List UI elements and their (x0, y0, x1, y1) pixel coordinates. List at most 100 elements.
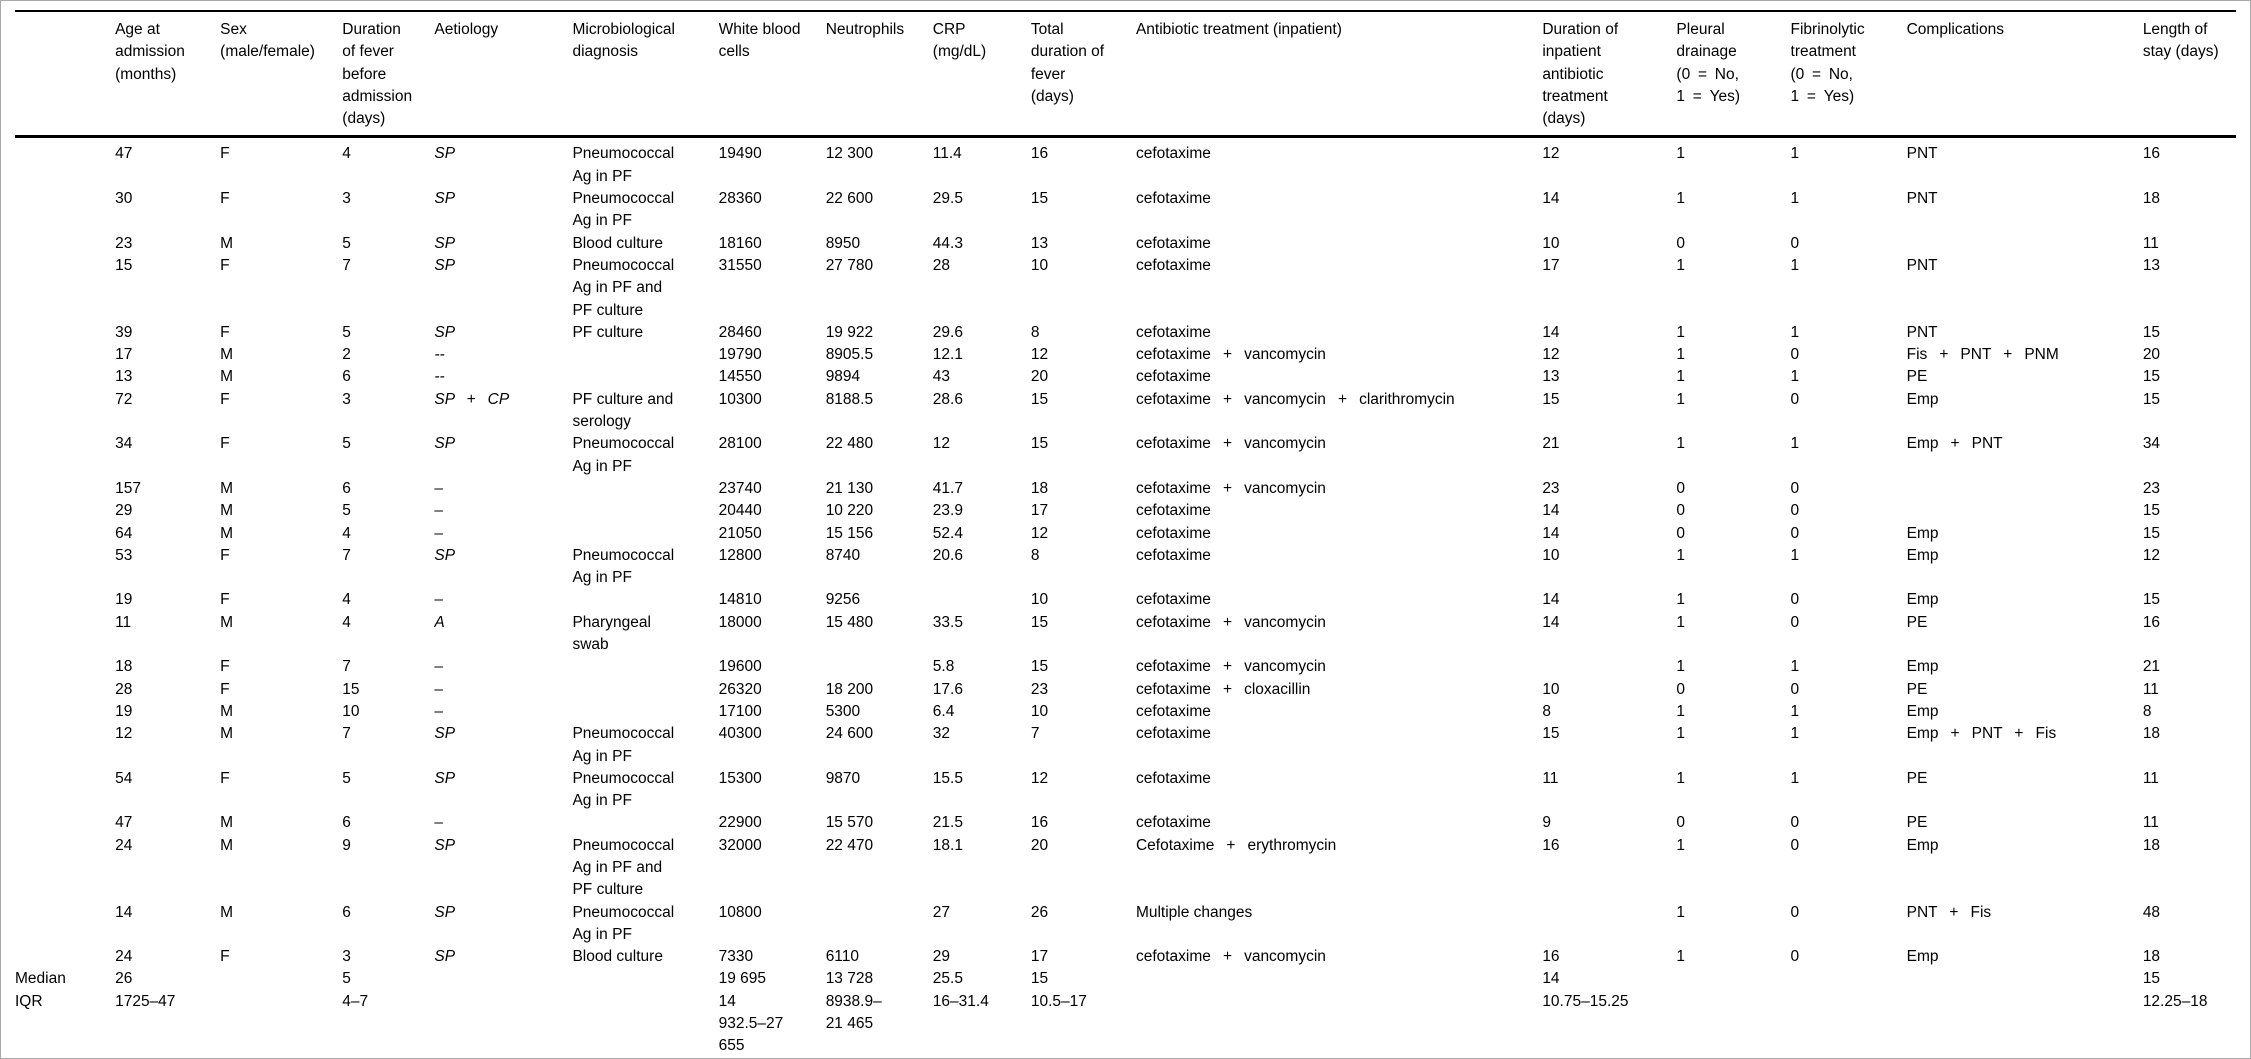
table-row: 28 F 15 – 26320 18 200 17.6 23 cefotaxime + clox… (15, 679, 2236, 701)
cell: 0 (1790, 613, 1800, 631)
cell: 4 (342, 613, 351, 631)
cell: 32 (932, 725, 951, 743)
cell (572, 366, 718, 388)
cell: 40300 (718, 725, 762, 743)
cell: 1 (1790, 368, 1800, 386)
cell (1907, 478, 2143, 500)
cell: 1 (1676, 546, 1686, 564)
cell (572, 968, 718, 990)
cell (1907, 500, 2143, 522)
cell: PNT (1906, 256, 1938, 274)
table-row: 34 F 5 SP Pneumococcal Ag in PF 28100 22 480 12… (15, 433, 2236, 478)
table-row: 29 M 5 – 20440 10 220 23.9 17 cefotaxime 14 0 0 15 (15, 500, 2236, 522)
cell: 16 (1030, 145, 1049, 163)
cell: PNT (1906, 145, 1938, 163)
row-label (15, 500, 115, 522)
row-label (15, 946, 115, 968)
cell: 0 (1790, 836, 1800, 854)
cell (220, 968, 342, 990)
cell: M (220, 702, 234, 720)
cell: 8 (1542, 702, 1551, 720)
cell: 6 (342, 903, 351, 921)
cell: 6 (342, 368, 351, 386)
cell: 15 (2142, 524, 2161, 542)
cell: M (220, 368, 234, 386)
cell (1542, 656, 1676, 678)
table-row: 14 M 6 SP Pneumococcal Ag in PF 10800 27 26 Mult… (15, 902, 2236, 947)
cell: 8188.5 (825, 390, 874, 408)
cell: 23 (2142, 479, 2161, 497)
cell: 3 (342, 390, 351, 408)
row-label (15, 137, 115, 188)
cell: 24 (115, 948, 133, 966)
cell: 15 (1030, 190, 1049, 208)
cell (572, 523, 718, 545)
cell: 15 (1030, 658, 1049, 676)
cell: 25.5 (932, 970, 963, 988)
cell: Emp (1906, 546, 1939, 564)
row-label (15, 701, 115, 723)
row-label: IQR (15, 992, 43, 1010)
cell: 18 (115, 658, 133, 676)
cell: 10 (1542, 546, 1560, 564)
cell: 14 (1542, 190, 1560, 208)
column-header: Microbiological diagnosis (572, 11, 719, 139)
cell: 34 (115, 435, 133, 453)
cell: 10 (1030, 256, 1049, 274)
cell: 15 (115, 256, 133, 274)
cell: – (434, 502, 443, 520)
table-row: 72 F 3 SP + CP PF culture and serology 10300 8… (15, 389, 2236, 434)
cell: SP (434, 948, 456, 966)
table-row: 39 F 5 SP PF culture 28460 19 922 29.6 8 cefotaxi… (15, 322, 2236, 344)
cell: Emp (1906, 658, 1939, 676)
table-row: 157 M 6 – 23740 21 130 41.7 18 cefotaxime + vanc… (15, 478, 2236, 500)
column-header: Complications (1906, 11, 2143, 139)
cell: 15 (1542, 390, 1560, 408)
column-header: Total duration of fever (days) (1030, 11, 1136, 139)
row-label (15, 545, 115, 590)
cell: M (220, 814, 234, 832)
cell: 11 (1542, 769, 1559, 787)
cell (826, 902, 933, 947)
cell: Fis + PNT + PNM (1906, 346, 2059, 364)
cell: 15 (2142, 368, 2161, 386)
cell: SP (434, 769, 456, 787)
cell: 14 (1542, 524, 1560, 542)
cell: 1 (1790, 546, 1800, 564)
cell: 16 (1542, 836, 1560, 854)
cell: 7 (342, 658, 351, 676)
cell (572, 991, 718, 1058)
cell: Pneumococcal Ag in PF (572, 190, 675, 230)
cell: F (220, 658, 230, 676)
cell: 10 220 (825, 502, 874, 520)
cell (1676, 968, 1790, 990)
row-label (15, 344, 115, 366)
header-row: Age at admission (months) Sex (male/femal… (15, 11, 2236, 139)
cell: 1 (1676, 435, 1686, 453)
cell: 1 (1676, 769, 1686, 787)
row-label (15, 768, 115, 813)
cell: F (220, 948, 230, 966)
table-row: 17 M 2 -- 19790 8905.5 12.1 12 cefotaxime + vanc… (15, 344, 2236, 366)
table-row: 18 F 7 – 19600 5.8 15 cefotaxime + vancomycin 1 1… (15, 656, 2236, 678)
cell: 1 (1790, 190, 1800, 208)
cell: 20 (1030, 836, 1049, 854)
cell: 13 728 (825, 970, 874, 988)
cell: 12 (2142, 546, 2161, 564)
table-row: 47 M 6 – 22900 15 570 21.5 16 cefotaxime 9 0 0 PE 11 (15, 812, 2236, 834)
cell: 1 (1676, 702, 1686, 720)
column-header: Length of stay (days) (2142, 11, 2236, 139)
cell: 1 (1676, 346, 1686, 364)
column-header: Sex (male/female) (220, 11, 343, 139)
cell: Emp (1906, 702, 1939, 720)
cell: 4 (342, 591, 351, 609)
table-row: 53 F 7 SP Pneumococcal Ag in PF 12800 8740 20.6… (15, 545, 2236, 590)
cell: 7 (1030, 725, 1040, 743)
cell: PF culture and serology (572, 390, 674, 431)
cell: 8905.5 (825, 346, 874, 364)
cell: SP (434, 725, 456, 743)
cell: 17 (115, 346, 133, 364)
column-header (15, 11, 116, 139)
cell: 5 (342, 970, 351, 988)
